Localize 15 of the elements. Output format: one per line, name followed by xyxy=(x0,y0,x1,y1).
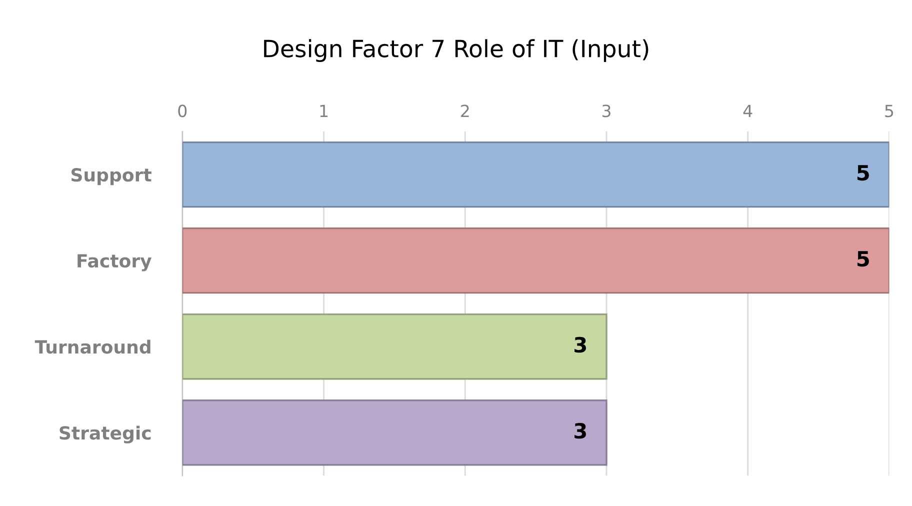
x-tick-label: 3 xyxy=(602,104,610,118)
y-tick-label: Factory xyxy=(78,254,152,272)
x-tick-label: 0 xyxy=(178,104,187,118)
y-tick-label: Support xyxy=(71,168,152,186)
x-tick-label: 4 xyxy=(743,104,752,117)
y-tick-label: Strategic xyxy=(60,426,151,444)
chart-title: Design Factor 7 Role of IT (Input) xyxy=(264,39,648,62)
data-label: 3 xyxy=(574,336,586,353)
data-label: 5 xyxy=(857,251,869,267)
y-tick-label: Turnaround xyxy=(34,340,150,354)
data-label: 5 xyxy=(857,165,869,181)
x-tick-label: 2 xyxy=(461,104,469,117)
data-label: 3 xyxy=(574,422,586,439)
x-tick-label: 1 xyxy=(320,104,328,117)
x-tick-label: 5 xyxy=(885,104,894,118)
